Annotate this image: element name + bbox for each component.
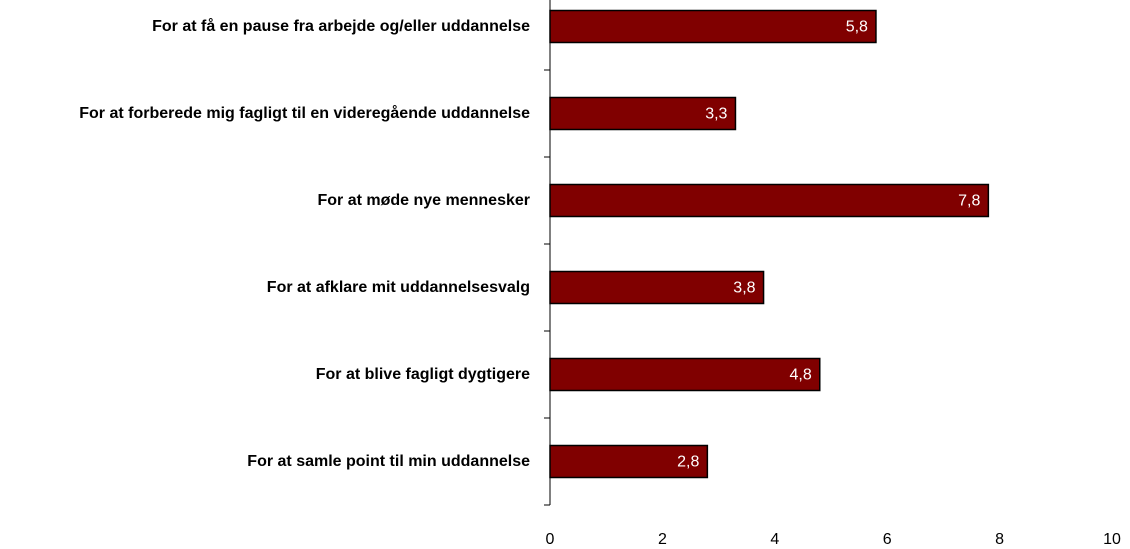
x-tick-label: 6 — [883, 531, 892, 548]
value-label: 7,8 — [958, 193, 980, 210]
x-tick-label: 2 — [658, 531, 667, 548]
x-tick-label: 8 — [995, 531, 1004, 548]
x-tick-label: 4 — [770, 531, 779, 548]
category-label: For at forberede mig fagligt til en vide… — [0, 89, 530, 139]
bar — [549, 183, 990, 218]
x-tick-label: 10 — [1103, 531, 1121, 548]
value-label: 5,8 — [846, 19, 868, 36]
value-label: 3,8 — [733, 280, 755, 297]
value-label: 4,8 — [790, 367, 812, 384]
value-label: 3,3 — [705, 106, 727, 123]
category-text: For at forberede mig fagligt til en vide… — [79, 105, 530, 122]
category-text: For at blive fagligt dygtigere — [315, 366, 530, 383]
bar — [549, 357, 821, 392]
category-text: For at afklare mit uddannelsesvalg — [266, 279, 530, 296]
category-text: For at få en pause fra arbejde og/eller … — [152, 18, 530, 35]
value-label: 2,8 — [677, 454, 699, 471]
category-label: For at blive fagligt dygtigere — [0, 350, 530, 400]
category-text: For at samle point til min uddannelse — [247, 453, 530, 470]
bar — [549, 96, 737, 131]
category-label: For at få en pause fra arbejde og/eller … — [0, 2, 530, 52]
x-tick-label: 0 — [546, 531, 555, 548]
bar — [549, 444, 709, 479]
bar — [549, 270, 765, 305]
category-label: For at møde nye mennesker — [0, 176, 530, 226]
category-label: For at samle point til min uddannelse — [0, 437, 530, 487]
category-label: For at afklare mit uddannelsesvalg — [0, 263, 530, 313]
bar — [549, 9, 877, 44]
category-text: For at møde nye mennesker — [317, 192, 530, 209]
